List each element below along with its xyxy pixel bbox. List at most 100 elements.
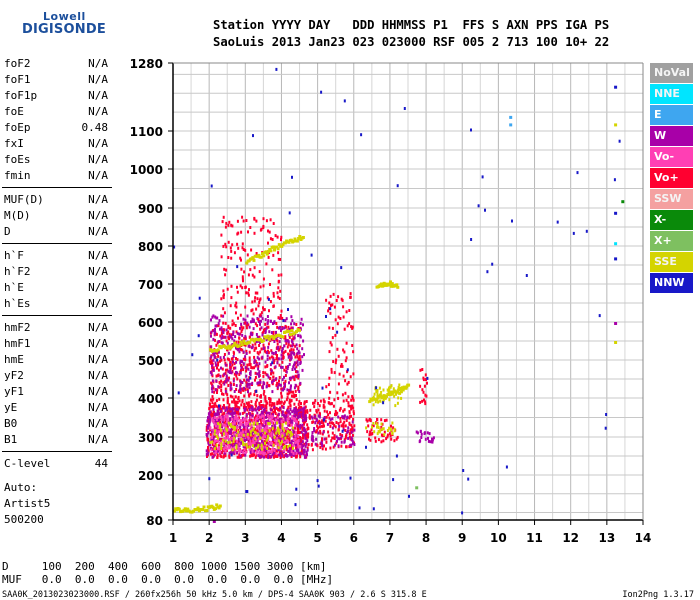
echo-point: [227, 411, 230, 415]
echo-point: [332, 360, 335, 363]
echo-point: [400, 396, 403, 400]
echo-point: [278, 418, 281, 422]
echo-point: [350, 414, 353, 418]
echo-point: [229, 440, 232, 444]
echo-point: [230, 335, 233, 339]
echo-point: [304, 410, 307, 414]
echo-point: [306, 448, 309, 452]
echo-point: [236, 265, 239, 269]
echo-point: [297, 407, 300, 411]
echo-point: [335, 299, 338, 302]
trace-point: [387, 391, 391, 394]
echo-point: [343, 414, 346, 418]
echo-point: [279, 383, 282, 387]
echo-point: [250, 440, 253, 443]
echo-point: [212, 352, 215, 356]
echo-point: [225, 374, 228, 378]
echo-point: [218, 447, 221, 451]
echo-point: [307, 432, 310, 436]
echo-point: [251, 300, 254, 304]
echo-point: [343, 408, 346, 412]
echo-point: [249, 420, 251, 424]
echo-point: [233, 362, 236, 366]
echo-point: [249, 416, 252, 419]
echo-point: [241, 433, 243, 437]
echo-point: [294, 424, 297, 428]
echo-point: [284, 411, 287, 415]
echo-point: [276, 385, 279, 389]
echo-point: [257, 364, 260, 368]
echo-point: [288, 389, 290, 392]
echo-point: [224, 368, 227, 372]
echo-point: [392, 426, 395, 430]
echo-point: [210, 448, 213, 452]
echo-point: [278, 431, 281, 435]
echo-point: [222, 331, 225, 335]
trace-point: [209, 348, 213, 352]
echo-point: [277, 295, 280, 299]
echo-point: [334, 318, 337, 322]
echo-point: [220, 445, 223, 448]
trace-point: [267, 249, 270, 253]
echo-point: [251, 406, 254, 410]
echo-point: [423, 431, 426, 435]
echo-point: [212, 366, 215, 370]
echo-point: [272, 438, 275, 441]
echo-point: [298, 351, 301, 355]
echo-point: [260, 455, 263, 459]
echo-point: [222, 398, 225, 402]
echo-point: [237, 446, 240, 450]
echo-point: [238, 406, 240, 410]
echo-point: [393, 439, 396, 443]
echo-point: [224, 225, 227, 229]
echo-point: [349, 476, 352, 480]
echo-point: [206, 426, 209, 430]
echo-point: [210, 318, 212, 322]
echo-point: [271, 268, 274, 272]
echo-point: [289, 412, 292, 416]
echo-point: [294, 374, 297, 378]
echo-point: [267, 452, 270, 456]
echo-point: [218, 418, 221, 421]
echo-point: [286, 345, 289, 349]
echo-point: [234, 442, 237, 446]
echo-point: [353, 424, 356, 428]
echo-point: [243, 270, 246, 274]
param-value: N/A: [88, 265, 108, 278]
echo-point: [296, 370, 299, 374]
echo-point: [292, 449, 295, 452]
echo-point: [269, 300, 272, 303]
echo-point: [226, 401, 229, 405]
echo-point: [289, 434, 292, 438]
echo-point: [291, 368, 294, 371]
echo-point: [276, 433, 278, 437]
echo-point: [298, 390, 301, 393]
echo-point: [346, 415, 349, 419]
echo-point: [287, 417, 290, 420]
echo-point: [222, 244, 225, 248]
echo-point: [279, 345, 282, 349]
echo-point: [424, 373, 427, 377]
echo-point: [264, 431, 267, 435]
echo-point: [426, 431, 429, 435]
echo-point: [224, 371, 227, 375]
echo-point: [243, 410, 246, 414]
echo-point: [211, 412, 214, 416]
echo-point: [307, 443, 310, 447]
echo-point: [264, 318, 267, 322]
echo-point: [236, 242, 239, 246]
echo-point: [291, 175, 293, 179]
echo-point: [211, 315, 214, 319]
echo-point: [303, 433, 306, 437]
echo-point: [215, 429, 218, 433]
echo-point: [214, 439, 216, 443]
echo-point: [214, 451, 217, 455]
echo-point: [286, 416, 289, 420]
echo-point: [268, 397, 271, 400]
echo-point: [390, 437, 393, 441]
x-tick-label: 10: [490, 531, 507, 545]
echo-point: [426, 376, 429, 380]
echo-point: [229, 386, 232, 390]
echo-point: [226, 357, 229, 361]
echo-point: [276, 325, 279, 329]
